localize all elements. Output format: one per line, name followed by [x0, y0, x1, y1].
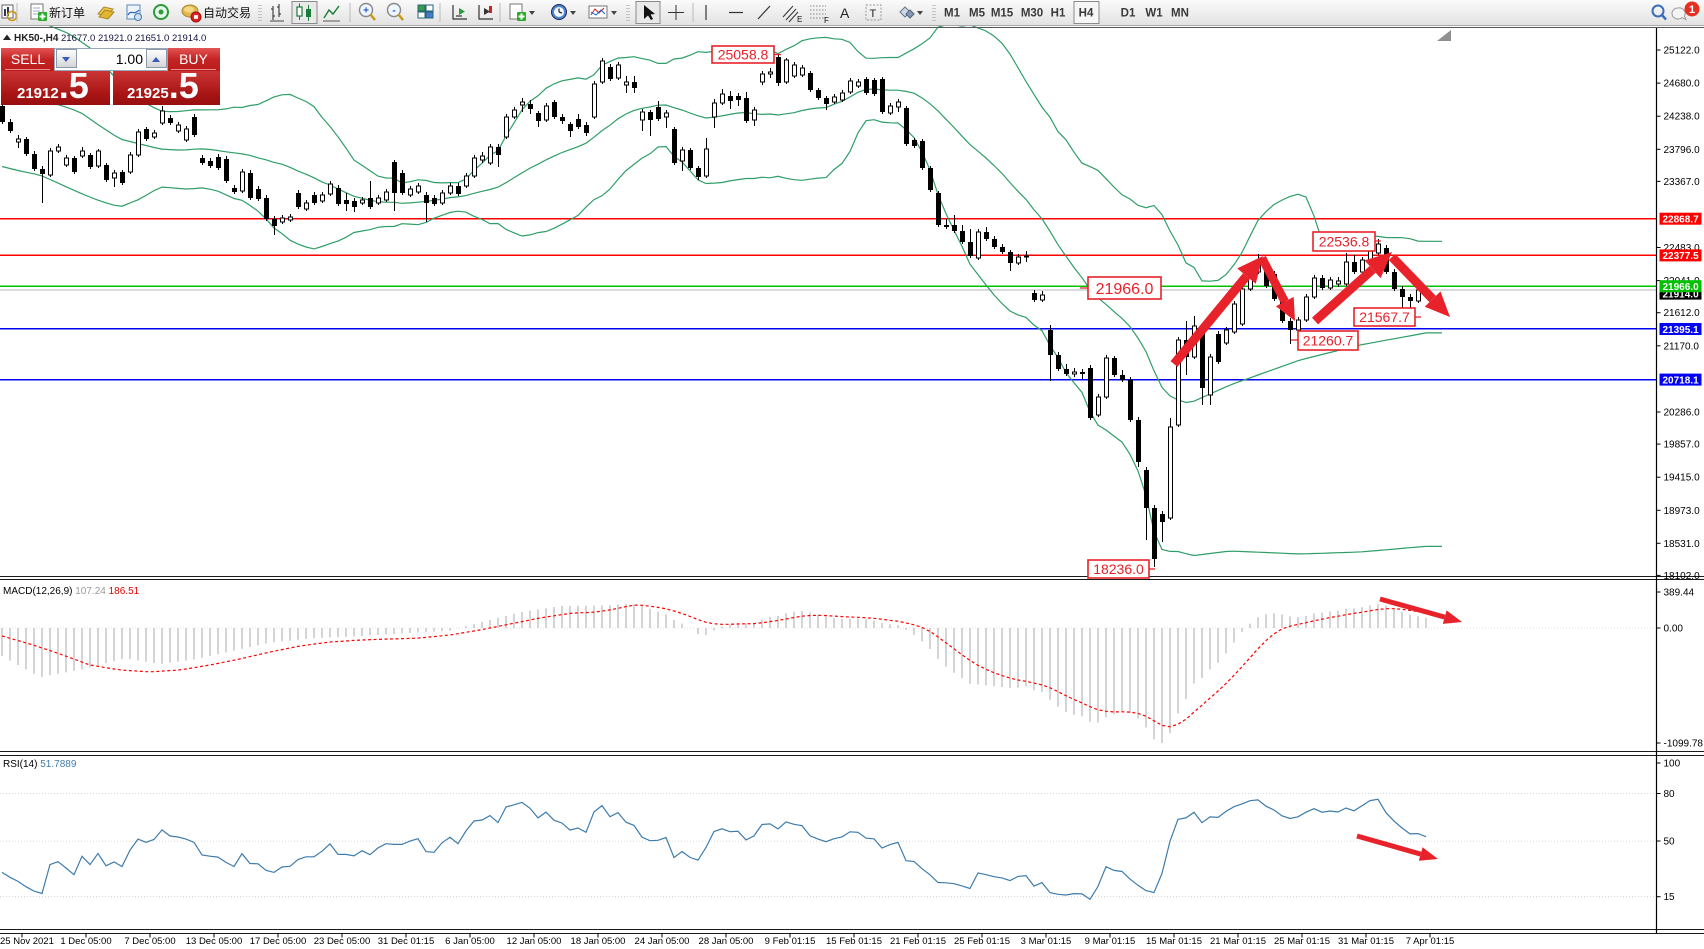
svg-text:23 Dec 05:00: 23 Dec 05:00: [314, 936, 371, 947]
svg-text:A: A: [840, 5, 850, 21]
svg-text:F: F: [824, 16, 829, 25]
svg-text:24238.0: 24238.0: [1664, 112, 1701, 123]
svg-text:M1: M1: [944, 8, 961, 20]
svg-text:17 Dec 05:00: 17 Dec 05:00: [250, 936, 307, 947]
svg-text:6 Jan 05:00: 6 Jan 05:00: [445, 936, 495, 947]
svg-text:22868.7: 22868.7: [1663, 215, 1700, 226]
svg-text:20718.1: 20718.1: [1663, 375, 1700, 386]
svg-text:新订单: 新订单: [49, 5, 85, 20]
svg-text:D1: D1: [1121, 8, 1136, 20]
svg-text:12 Jan 05:00: 12 Jan 05:00: [507, 936, 562, 947]
svg-text:21612.0: 21612.0: [1664, 308, 1701, 319]
svg-text:W1: W1: [1145, 8, 1163, 20]
svg-text:21966.0: 21966.0: [1096, 281, 1154, 298]
svg-text:19415.0: 19415.0: [1664, 473, 1701, 484]
svg-text:T: T: [870, 8, 877, 20]
svg-text:M15: M15: [991, 8, 1014, 20]
svg-text:E: E: [797, 15, 802, 24]
svg-text:18102.0: 18102.0: [1664, 571, 1701, 582]
svg-text:100: 100: [1664, 759, 1681, 770]
svg-text:22377.5: 22377.5: [1663, 251, 1700, 262]
svg-text:25122.0: 25122.0: [1664, 46, 1701, 57]
svg-text:H4: H4: [1079, 8, 1094, 20]
svg-text:22483.0: 22483.0: [1664, 243, 1701, 254]
svg-text:RSI(14) 51.7889: RSI(14) 51.7889: [3, 759, 77, 770]
svg-text:自动交易: 自动交易: [203, 5, 251, 20]
svg-text:-1099.78: -1099.78: [1664, 739, 1704, 750]
svg-text:15 Feb 01:15: 15 Feb 01:15: [826, 936, 882, 947]
svg-text:80: 80: [1664, 789, 1676, 800]
svg-text:21567.7: 21567.7: [1359, 309, 1410, 325]
svg-text:24680.0: 24680.0: [1664, 79, 1701, 90]
svg-text:28 Jan 05:00: 28 Jan 05:00: [699, 936, 754, 947]
svg-text:31 Dec 01:15: 31 Dec 01:15: [378, 936, 435, 947]
svg-text:H1: H1: [1051, 8, 1066, 20]
svg-text:31 Mar 01:15: 31 Mar 01:15: [1338, 936, 1394, 947]
svg-text:389.44: 389.44: [1664, 588, 1695, 599]
svg-text:50: 50: [1664, 837, 1676, 848]
svg-text:7 Apr 01:15: 7 Apr 01:15: [1406, 936, 1455, 947]
svg-text:21914.0: 21914.0: [1663, 289, 1700, 300]
svg-text:1: 1: [1689, 4, 1695, 16]
svg-text:18531.0: 18531.0: [1664, 539, 1701, 550]
svg-text:25 Feb 01:15: 25 Feb 01:15: [954, 936, 1010, 947]
svg-text:23796.0: 23796.0: [1664, 145, 1701, 156]
svg-text:25 Nov 2021: 25 Nov 2021: [0, 936, 54, 947]
svg-text:15: 15: [1664, 892, 1676, 903]
svg-text:0.00: 0.00: [1664, 624, 1684, 635]
svg-text:+: +: [363, 6, 369, 17]
svg-text:20286.0: 20286.0: [1664, 408, 1701, 419]
svg-text:25058.8: 25058.8: [718, 47, 769, 63]
svg-text:MN: MN: [1171, 8, 1189, 20]
svg-text:M5: M5: [969, 8, 986, 20]
svg-text:9 Mar 01:15: 9 Mar 01:15: [1085, 936, 1136, 947]
svg-text:3 Mar 01:15: 3 Mar 01:15: [1021, 936, 1072, 947]
svg-text:21 Feb 01:15: 21 Feb 01:15: [890, 936, 946, 947]
svg-text:HK50-,H4: HK50-,H4: [14, 33, 59, 44]
svg-text:18236.0: 18236.0: [1093, 561, 1144, 577]
svg-text:9 Feb 01:15: 9 Feb 01:15: [765, 936, 816, 947]
svg-text:21677.0 21921.0 21651.0 21914.: 21677.0 21921.0 21651.0 21914.0: [61, 33, 206, 44]
svg-text:24 Jan 05:00: 24 Jan 05:00: [635, 936, 690, 947]
svg-text:25 Mar 01:15: 25 Mar 01:15: [1274, 936, 1330, 947]
svg-text:1 Dec 05:00: 1 Dec 05:00: [60, 936, 111, 947]
svg-text:7 Dec 05:00: 7 Dec 05:00: [124, 936, 175, 947]
svg-text:M30: M30: [1021, 8, 1043, 20]
svg-text:-: -: [392, 6, 395, 17]
svg-text:19857.0: 19857.0: [1664, 440, 1701, 451]
svg-text:21170.0: 21170.0: [1664, 341, 1700, 352]
svg-text:15 Mar 01:15: 15 Mar 01:15: [1146, 936, 1202, 947]
svg-text:18 Jan 05:00: 18 Jan 05:00: [571, 936, 626, 947]
svg-text:13 Dec 05:00: 13 Dec 05:00: [186, 936, 243, 947]
svg-text:23367.0: 23367.0: [1664, 177, 1701, 188]
svg-text:MACD(12,26,9) 107.24 186.51: MACD(12,26,9) 107.24 186.51: [3, 586, 140, 597]
svg-text:21395.1: 21395.1: [1663, 325, 1700, 336]
svg-text:22536.8: 22536.8: [1319, 234, 1370, 250]
svg-text:21966.0: 21966.0: [1663, 282, 1700, 293]
svg-text:21 Mar 01:15: 21 Mar 01:15: [1210, 936, 1266, 947]
svg-text:18973.0: 18973.0: [1664, 506, 1701, 517]
svg-text:21260.7: 21260.7: [1303, 333, 1354, 349]
